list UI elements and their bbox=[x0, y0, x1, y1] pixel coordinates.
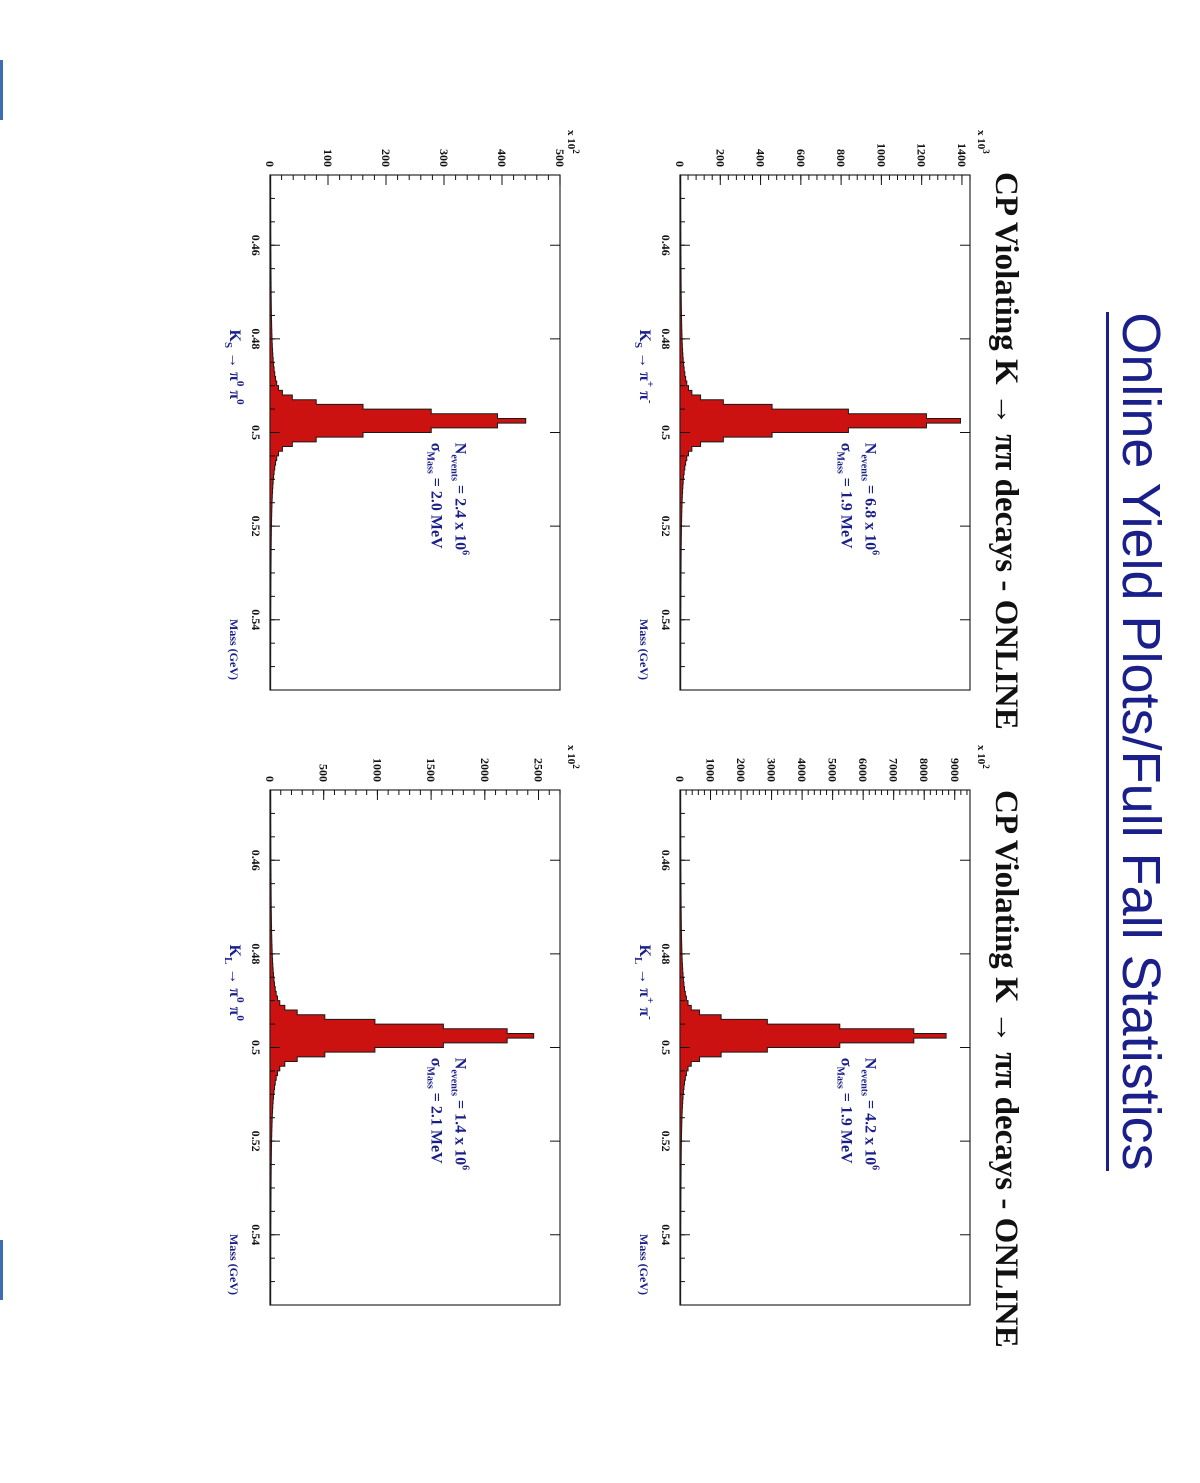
x-tick-label: 0.5 bbox=[659, 1040, 673, 1055]
y-multiplier: x 102 bbox=[565, 745, 581, 769]
y-tick-label: 0 bbox=[263, 161, 277, 167]
channel-label: KL → π+ π- bbox=[632, 945, 656, 1021]
x-axis-title: Mass (GeV) bbox=[227, 1234, 241, 1295]
y-tick-label: 400 bbox=[754, 149, 768, 167]
x-tick-label: 0.48 bbox=[249, 328, 263, 349]
y-tick-label: 2500 bbox=[532, 758, 546, 782]
x-tick-label: 0.46 bbox=[249, 235, 263, 256]
y-tick-label: 1000 bbox=[370, 758, 384, 782]
x-tick-label: 0.54 bbox=[249, 1224, 263, 1245]
y-tick-label: 800 bbox=[834, 149, 848, 167]
y-tick-label: 3000 bbox=[765, 758, 779, 782]
y-tick-label: 1000 bbox=[874, 143, 888, 167]
edge-mark bbox=[0, 1240, 3, 1300]
x-axis-title: Mass (GeV) bbox=[227, 619, 241, 680]
y-tick-label: 7000 bbox=[887, 758, 901, 782]
x-tick-label: 0.46 bbox=[249, 850, 263, 871]
sigma-mass-label: σMass = 2.0 MeV bbox=[425, 443, 445, 549]
chart-kl-charged: 0.46 0.48 0.5 0.52 0.54 0 1000 2000 3000 4000 5000… bbox=[632, 745, 991, 1306]
x-tick-label: 0.52 bbox=[249, 1131, 263, 1152]
histogram-bars bbox=[679, 789, 947, 1306]
x-tick-label: 0.48 bbox=[249, 943, 263, 964]
x-axis-title: Mass (GeV) bbox=[637, 1234, 651, 1295]
n-events-label: Nevents = 2.4 x 106 bbox=[449, 443, 471, 555]
y-tick-label: 0 bbox=[673, 161, 687, 167]
x-tick-label: 0.5 bbox=[249, 425, 263, 440]
x-tick-label: 0.48 bbox=[659, 943, 673, 964]
y-tick-label: 2000 bbox=[478, 758, 492, 782]
y-multiplier: x 102 bbox=[565, 130, 581, 154]
x-tick-label: 0.46 bbox=[659, 850, 673, 871]
y-tick-label: 400 bbox=[495, 149, 509, 167]
x-axis-title: Mass (GeV) bbox=[637, 619, 651, 680]
y-multiplier: x 103 bbox=[975, 130, 991, 154]
y-tick-label: 500 bbox=[553, 149, 567, 167]
x-tick-label: 0.52 bbox=[659, 516, 673, 537]
y-tick-label: 1000 bbox=[704, 758, 718, 782]
y-tick-label: 1200 bbox=[915, 143, 929, 167]
slide-title: Online Yield Plots/Full Fall Statistics bbox=[1106, 0, 1172, 1483]
y-tick-label: 2000 bbox=[734, 758, 748, 782]
channel-label: KL → π0 π0 bbox=[222, 945, 246, 1022]
y-tick-label: 4000 bbox=[795, 758, 809, 782]
y-tick-label: 1500 bbox=[424, 758, 438, 782]
y-tick-label: 0 bbox=[673, 776, 687, 782]
y-multiplier: x 102 bbox=[975, 745, 991, 769]
sigma-mass-label: σMass = 2.1 MeV bbox=[425, 1058, 445, 1164]
y-tick-label: 9000 bbox=[948, 758, 962, 782]
x-tick-label: 0.54 bbox=[659, 1224, 673, 1245]
channel-label: KS → π+ π- bbox=[632, 330, 656, 404]
chart-ks-charged: 0.46 0.48 0.5 0.52 0.54 0 200 400 600 800 1000 1200… bbox=[632, 130, 991, 691]
channel-label: KS → π0 π0 bbox=[222, 330, 246, 406]
y-tick-label: 300 bbox=[437, 149, 451, 167]
histogram-bars bbox=[269, 789, 535, 1306]
y-tick-label: 200 bbox=[713, 149, 727, 167]
sigma-mass-label: σMass = 1.9 MeV bbox=[835, 1058, 855, 1164]
y-tick-label: 0 bbox=[263, 776, 277, 782]
x-tick-label: 0.52 bbox=[249, 516, 263, 537]
y-tick-label: 1400 bbox=[955, 143, 969, 167]
chart-kl-neutral: 0.46 0.48 0.5 0.52 0.54 0 500 1000 1500 2000 2500 x… bbox=[222, 745, 581, 1306]
slide-title-text: Online Yield Plots/Full Fall Statistics bbox=[1106, 312, 1171, 1171]
n-events-label: Nevents = 4.2 x 106 bbox=[859, 1058, 881, 1170]
y-tick-label: 8000 bbox=[917, 758, 931, 782]
x-tick-label: 0.54 bbox=[659, 609, 673, 630]
histogram-bars bbox=[679, 174, 961, 691]
y-tick-label: 5000 bbox=[826, 758, 840, 782]
y-tick-label: 200 bbox=[379, 149, 393, 167]
x-tick-label: 0.52 bbox=[659, 1131, 673, 1152]
sigma-mass-label: σMass = 1.9 MeV bbox=[835, 443, 855, 549]
edge-mark bbox=[0, 60, 3, 120]
x-tick-label: 0.5 bbox=[249, 1040, 263, 1055]
y-tick-label: 600 bbox=[794, 149, 808, 167]
y-tick-label: 500 bbox=[317, 764, 331, 782]
y-tick-label: 6000 bbox=[856, 758, 870, 782]
x-tick-label: 0.46 bbox=[659, 235, 673, 256]
x-tick-label: 0.54 bbox=[249, 609, 263, 630]
y-tick-label: 100 bbox=[321, 149, 335, 167]
x-tick-label: 0.5 bbox=[659, 425, 673, 440]
n-events-label: Nevents = 6.8 x 106 bbox=[859, 443, 881, 555]
x-tick-label: 0.48 bbox=[659, 328, 673, 349]
histogram-bars bbox=[269, 174, 527, 691]
n-events-label: Nevents = 1.4 x 106 bbox=[449, 1058, 471, 1170]
